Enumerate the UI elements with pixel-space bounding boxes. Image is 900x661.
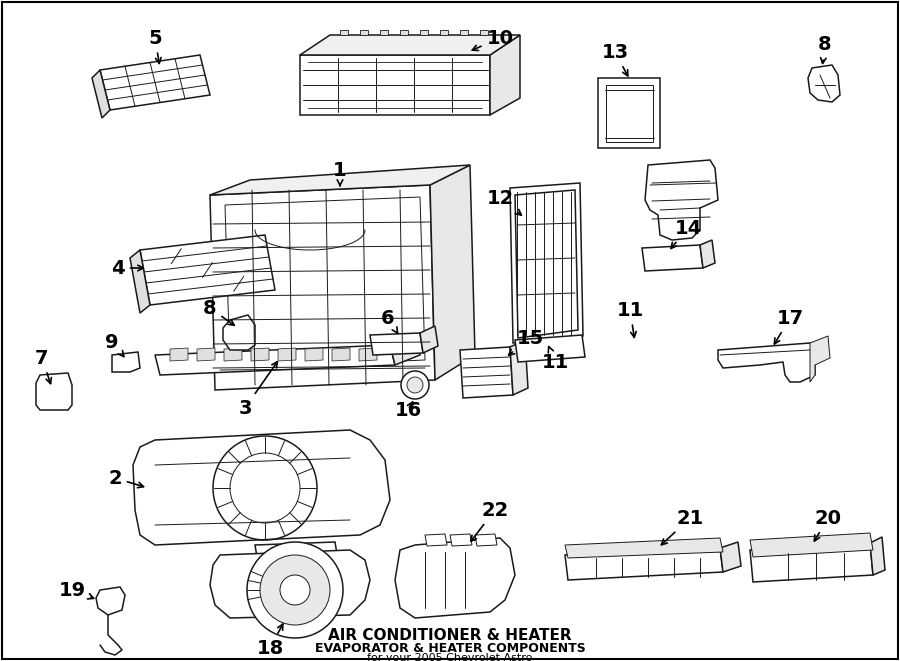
Polygon shape <box>0 625 900 661</box>
Polygon shape <box>155 345 395 375</box>
Polygon shape <box>480 30 488 35</box>
Polygon shape <box>130 250 150 313</box>
Polygon shape <box>750 543 873 582</box>
Polygon shape <box>305 348 323 361</box>
Polygon shape <box>223 315 255 350</box>
Text: 11: 11 <box>616 301 643 337</box>
Text: 9: 9 <box>105 332 124 357</box>
Polygon shape <box>210 185 435 390</box>
Polygon shape <box>700 240 715 268</box>
Polygon shape <box>430 165 475 380</box>
Text: 20: 20 <box>814 508 842 541</box>
Polygon shape <box>96 587 125 615</box>
Text: 7: 7 <box>35 348 51 383</box>
Polygon shape <box>440 30 448 35</box>
Polygon shape <box>460 30 468 35</box>
Polygon shape <box>810 336 830 382</box>
Polygon shape <box>332 348 350 361</box>
Circle shape <box>401 371 429 399</box>
Text: 6: 6 <box>382 309 398 333</box>
Polygon shape <box>140 235 275 305</box>
Polygon shape <box>370 333 423 355</box>
Polygon shape <box>720 542 741 572</box>
Polygon shape <box>808 65 840 102</box>
Polygon shape <box>170 348 188 361</box>
Polygon shape <box>380 30 388 35</box>
Polygon shape <box>395 538 515 618</box>
Circle shape <box>407 377 423 393</box>
Polygon shape <box>475 534 497 546</box>
Polygon shape <box>450 534 472 546</box>
Text: 14: 14 <box>671 219 702 249</box>
Polygon shape <box>300 55 490 115</box>
Polygon shape <box>224 348 242 361</box>
Text: 17: 17 <box>774 309 804 344</box>
Circle shape <box>280 575 310 605</box>
Text: 8: 8 <box>203 299 234 325</box>
Text: 16: 16 <box>394 401 421 420</box>
Polygon shape <box>460 347 513 398</box>
Polygon shape <box>390 335 420 365</box>
Polygon shape <box>255 542 338 563</box>
Text: 10: 10 <box>472 28 514 50</box>
Text: 18: 18 <box>256 624 284 658</box>
Text: 4: 4 <box>112 258 143 278</box>
Text: EVAPORATOR & HEATER COMPONENTS: EVAPORATOR & HEATER COMPONENTS <box>315 641 585 654</box>
Polygon shape <box>425 534 447 546</box>
Polygon shape <box>870 537 885 575</box>
Polygon shape <box>360 30 368 35</box>
Polygon shape <box>210 165 470 195</box>
Polygon shape <box>565 548 723 580</box>
Polygon shape <box>510 340 528 395</box>
Polygon shape <box>515 190 578 338</box>
Polygon shape <box>92 70 110 118</box>
Polygon shape <box>278 348 296 361</box>
Polygon shape <box>400 30 408 35</box>
Text: 1: 1 <box>333 161 346 186</box>
Text: 21: 21 <box>662 508 704 545</box>
Text: 19: 19 <box>58 580 94 600</box>
Polygon shape <box>100 55 210 110</box>
Polygon shape <box>645 160 718 240</box>
Text: 3: 3 <box>238 362 277 418</box>
Polygon shape <box>490 35 520 115</box>
Text: 22: 22 <box>471 500 508 541</box>
Text: AIR CONDITIONER & HEATER: AIR CONDITIONER & HEATER <box>328 629 572 644</box>
Polygon shape <box>251 348 269 361</box>
Polygon shape <box>36 373 72 410</box>
Text: 11: 11 <box>542 346 569 371</box>
Text: 8: 8 <box>818 36 832 63</box>
Polygon shape <box>750 533 873 557</box>
Polygon shape <box>718 343 815 382</box>
Text: 13: 13 <box>601 42 628 76</box>
Polygon shape <box>420 30 428 35</box>
Polygon shape <box>359 348 377 361</box>
Text: 2: 2 <box>108 469 144 488</box>
Polygon shape <box>598 78 660 148</box>
Polygon shape <box>210 550 370 618</box>
Text: 15: 15 <box>508 329 544 355</box>
Polygon shape <box>515 335 585 362</box>
Polygon shape <box>420 326 438 353</box>
Text: 12: 12 <box>486 188 521 215</box>
Polygon shape <box>565 538 723 558</box>
Polygon shape <box>112 352 140 372</box>
Polygon shape <box>197 348 215 361</box>
Circle shape <box>247 542 343 638</box>
Polygon shape <box>642 245 703 271</box>
Polygon shape <box>133 430 390 545</box>
Circle shape <box>260 555 330 625</box>
Polygon shape <box>340 30 348 35</box>
Text: 5: 5 <box>148 28 162 63</box>
Text: for your 2005 Chevrolet Astro: for your 2005 Chevrolet Astro <box>367 653 533 661</box>
Polygon shape <box>300 35 520 55</box>
